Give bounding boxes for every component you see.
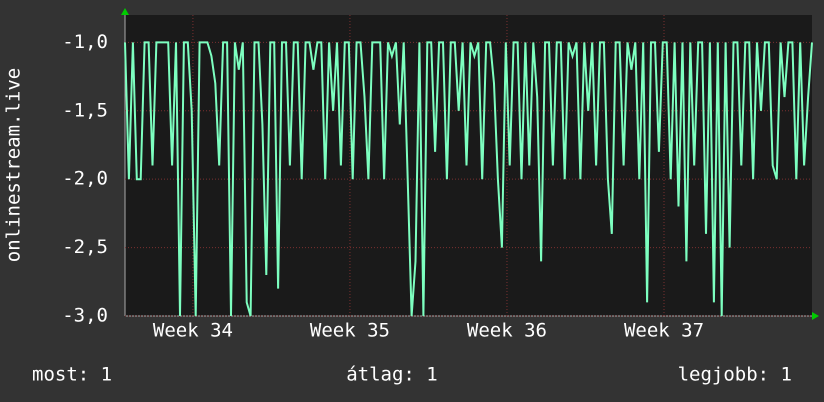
x-tick-label: Week 35 [310,320,390,342]
data-line [124,41,813,317]
x-tick-label: Week 36 [467,320,547,342]
y-tick-label: -2,0 [62,168,108,190]
y-tick-label: -1,5 [62,99,108,121]
footer-text: most: 1 [32,364,112,386]
x-tick-label: Week 34 [153,320,233,342]
y-tick-label: -3,0 [62,305,108,327]
y-tick-label: -2,5 [62,236,108,258]
footer-text: legjobb: 1 [678,364,792,386]
axis-arrow [812,312,819,320]
y-tick-label: -1,0 [62,31,108,53]
y-axis-label: onlinestream.live [3,68,25,262]
footer-text: átlag: 1 [346,364,438,386]
axis-arrow [121,8,129,15]
x-tick-label: Week 37 [624,320,704,342]
